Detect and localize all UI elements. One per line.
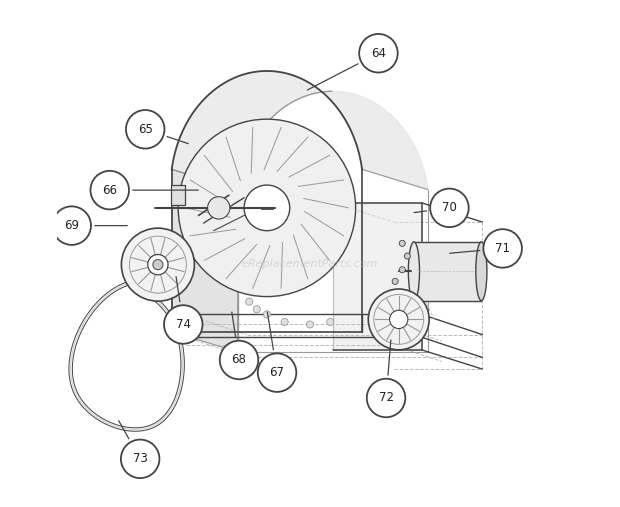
Circle shape	[327, 318, 334, 325]
Polygon shape	[172, 169, 237, 352]
Circle shape	[368, 289, 429, 350]
Circle shape	[484, 229, 522, 268]
Circle shape	[359, 34, 397, 73]
Circle shape	[367, 379, 405, 417]
Text: 72: 72	[379, 391, 394, 405]
Circle shape	[246, 298, 253, 305]
Circle shape	[253, 306, 260, 313]
Circle shape	[399, 267, 405, 273]
Circle shape	[122, 228, 195, 301]
Circle shape	[399, 240, 405, 246]
FancyBboxPatch shape	[171, 185, 185, 205]
Ellipse shape	[409, 242, 420, 301]
Circle shape	[219, 341, 259, 379]
Circle shape	[121, 440, 159, 478]
Text: eReplacementParts.com: eReplacementParts.com	[242, 259, 378, 269]
Text: 66: 66	[102, 184, 117, 197]
Circle shape	[258, 353, 296, 392]
Circle shape	[306, 321, 314, 328]
Circle shape	[164, 305, 203, 344]
Circle shape	[208, 197, 230, 219]
Polygon shape	[333, 203, 422, 350]
Circle shape	[264, 311, 270, 318]
Circle shape	[281, 318, 288, 325]
Ellipse shape	[476, 242, 487, 301]
Circle shape	[126, 110, 164, 149]
Circle shape	[404, 253, 410, 259]
Text: 70: 70	[442, 201, 457, 214]
Circle shape	[244, 185, 290, 231]
Polygon shape	[172, 71, 428, 190]
Circle shape	[392, 278, 398, 284]
Circle shape	[389, 310, 408, 329]
Circle shape	[153, 260, 163, 270]
Circle shape	[91, 171, 129, 209]
Text: 67: 67	[270, 366, 285, 379]
Circle shape	[430, 189, 469, 227]
Circle shape	[148, 255, 168, 275]
Circle shape	[53, 206, 91, 245]
Text: 74: 74	[175, 318, 191, 331]
Polygon shape	[414, 242, 481, 301]
Text: 69: 69	[64, 219, 79, 232]
Text: 71: 71	[495, 242, 510, 255]
Text: 65: 65	[138, 123, 153, 136]
Circle shape	[178, 119, 356, 297]
Text: 68: 68	[232, 353, 247, 367]
Text: 64: 64	[371, 47, 386, 60]
Text: 73: 73	[133, 452, 148, 465]
